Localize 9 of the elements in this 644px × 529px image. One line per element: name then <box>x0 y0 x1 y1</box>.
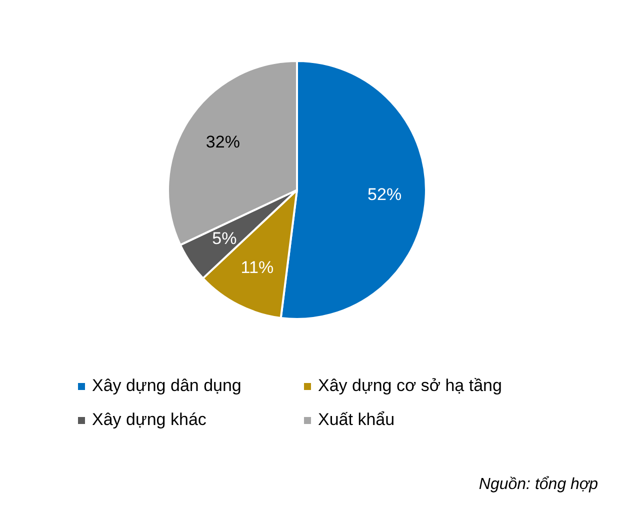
text: Nguồn: tổng hợp <box>478 476 598 494</box>
data-label: 32% <box>206 132 240 152</box>
legend-label: Xây dựng cơ sở hạ tầng <box>318 376 502 396</box>
legend-label: Xuất khẩu <box>318 410 395 430</box>
data-label: 52% <box>368 185 402 204</box>
legend-label: Xây dựng khác <box>92 410 206 430</box>
data-label: 11% <box>240 258 274 277</box>
legend-label: Xây dựng dân dụng <box>92 376 242 396</box>
data-label: 5% <box>212 228 237 248</box>
